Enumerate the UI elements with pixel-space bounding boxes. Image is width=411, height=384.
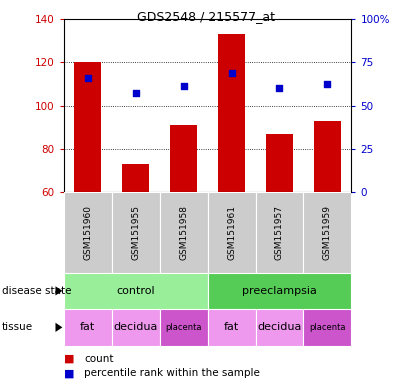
FancyBboxPatch shape <box>303 309 351 346</box>
FancyBboxPatch shape <box>159 192 208 273</box>
Text: decidua: decidua <box>113 322 158 333</box>
Text: decidua: decidua <box>257 322 302 333</box>
FancyBboxPatch shape <box>303 192 351 273</box>
FancyBboxPatch shape <box>64 273 208 309</box>
Text: ■: ■ <box>64 368 74 378</box>
Text: GSM151955: GSM151955 <box>131 205 140 260</box>
Bar <box>122 164 149 192</box>
Text: GSM151961: GSM151961 <box>227 205 236 260</box>
Text: fat: fat <box>80 322 95 333</box>
Text: percentile rank within the sample: percentile rank within the sample <box>84 368 260 378</box>
Text: GSM151959: GSM151959 <box>323 205 332 260</box>
Text: GSM151958: GSM151958 <box>179 205 188 260</box>
Bar <box>266 134 293 192</box>
Text: placenta: placenta <box>165 323 202 332</box>
FancyBboxPatch shape <box>64 309 112 346</box>
Text: disease state: disease state <box>2 286 72 296</box>
FancyBboxPatch shape <box>256 309 303 346</box>
Text: placenta: placenta <box>309 323 346 332</box>
Point <box>84 74 91 81</box>
FancyBboxPatch shape <box>208 192 256 273</box>
Text: ■: ■ <box>64 354 74 364</box>
Bar <box>314 121 341 192</box>
Point <box>132 89 139 96</box>
FancyBboxPatch shape <box>208 309 256 346</box>
Text: fat: fat <box>224 322 239 333</box>
Bar <box>218 34 245 192</box>
Bar <box>171 125 197 192</box>
Polygon shape <box>55 286 62 296</box>
FancyBboxPatch shape <box>112 192 159 273</box>
FancyBboxPatch shape <box>112 309 159 346</box>
FancyBboxPatch shape <box>64 192 112 273</box>
Point <box>180 83 187 89</box>
FancyBboxPatch shape <box>159 309 208 346</box>
Text: count: count <box>84 354 114 364</box>
FancyBboxPatch shape <box>256 192 303 273</box>
Polygon shape <box>55 323 62 332</box>
Text: GSM151957: GSM151957 <box>275 205 284 260</box>
Bar <box>74 62 101 192</box>
Text: GDS2548 / 215577_at: GDS2548 / 215577_at <box>136 10 275 23</box>
Point <box>228 70 235 76</box>
Point <box>324 81 331 87</box>
Text: control: control <box>116 286 155 296</box>
FancyBboxPatch shape <box>208 273 351 309</box>
Point <box>276 85 283 91</box>
Text: preeclampsia: preeclampsia <box>242 286 317 296</box>
Text: GSM151960: GSM151960 <box>83 205 92 260</box>
Text: tissue: tissue <box>2 322 33 333</box>
